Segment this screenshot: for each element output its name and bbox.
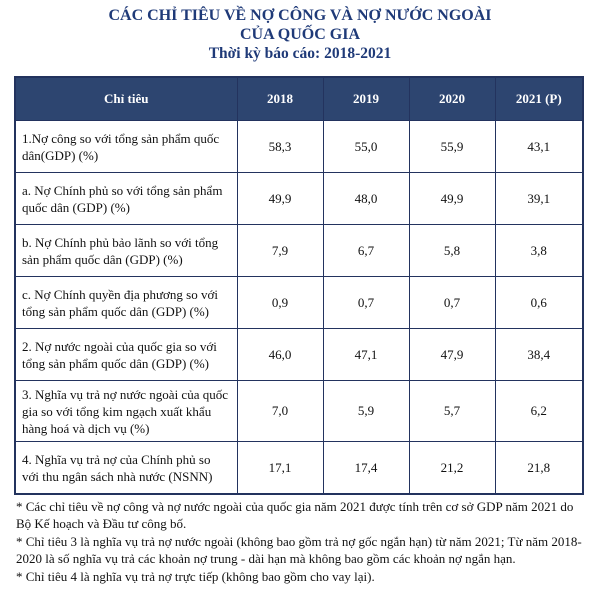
row-label: b. Nợ Chính phủ bảo lãnh so với tổng sản… (14, 224, 238, 277)
cell-value: 7,0 (236, 380, 324, 442)
report-period: Thời kỳ báo cáo: 2018-2021 (208, 45, 392, 62)
cell-value: 17,4 (322, 441, 410, 495)
row-label: 4. Nghĩa vụ trả nợ của Chính phủ so với … (14, 441, 238, 495)
cell-value: 5,7 (408, 380, 496, 442)
footnote: * Chỉ tiêu 3 là nghĩa vụ trả nợ nước ngo… (16, 534, 582, 566)
row-label: 1.Nợ công so với tổng sản phẩm quốc dân(… (14, 120, 238, 173)
cell-value: 5,8 (408, 224, 496, 277)
table-row: b. Nợ Chính phủ bảo lãnh so với tổng sản… (14, 224, 584, 277)
column-header-2021p: 2021 (P) (494, 76, 584, 121)
table-row: c. Nợ Chính quyền địa phương so với tổng… (14, 276, 584, 329)
table-row: 3. Nghĩa vụ trả nợ nước ngoài của quốc g… (14, 380, 584, 442)
cell-value: 0,6 (494, 276, 584, 329)
cell-value: 47,1 (322, 328, 410, 381)
report-title-line2: CỦA QUỐC GIA (239, 26, 360, 43)
cell-value: 7,9 (236, 224, 324, 277)
cell-value: 17,1 (236, 441, 324, 495)
row-label: a. Nợ Chính phủ so với tổng sản phẩm quố… (14, 172, 238, 225)
cell-value: 49,9 (408, 172, 496, 225)
cell-value: 49,9 (236, 172, 324, 225)
table-row: 4. Nghĩa vụ trả nợ của Chính phủ so với … (14, 441, 584, 495)
cell-value: 46,0 (236, 328, 324, 381)
cell-value: 48,0 (322, 172, 410, 225)
cell-value: 55,0 (322, 120, 410, 173)
table-row: a. Nợ Chính phủ so với tổng sản phẩm quố… (14, 172, 584, 225)
footnote: * Các chỉ tiêu về nợ công và nợ nước ngo… (16, 499, 574, 531)
row-label: 2. Nợ nước ngoài của quốc gia so với tổn… (14, 328, 238, 381)
cell-value: 21,8 (494, 441, 584, 495)
debt-indicators-table: Chỉ tiêu 2018 2019 2020 2021 (P) 1.Nợ cô… (14, 76, 584, 495)
cell-value: 0,9 (236, 276, 324, 329)
report-title-line1: CÁC CHỈ TIÊU VỀ NỢ CÔNG VÀ NỢ NƯỚC NGOÀI (108, 7, 492, 24)
cell-value: 43,1 (494, 120, 584, 173)
cell-value: 6,7 (322, 224, 410, 277)
cell-value: 39,1 (494, 172, 584, 225)
table-header-row: Chỉ tiêu 2018 2019 2020 2021 (P) (14, 76, 584, 121)
cell-value: 0,7 (322, 276, 410, 329)
report-header: CÁC CHỈ TIÊU VỀ NỢ CÔNG VÀ NỢ NƯỚC NGOÀI… (0, 6, 600, 63)
footnote: * Chỉ tiêu 4 là nghĩa vụ trả nợ trực tiế… (16, 569, 375, 584)
row-label: 3. Nghĩa vụ trả nợ nước ngoài của quốc g… (14, 380, 238, 442)
cell-value: 5,9 (322, 380, 410, 442)
table-row: 2. Nợ nước ngoài của quốc gia so với tổn… (14, 328, 584, 381)
column-header-2020: 2020 (408, 76, 496, 121)
cell-value: 38,4 (494, 328, 584, 381)
cell-value: 58,3 (236, 120, 324, 173)
column-header-2019: 2019 (322, 76, 410, 121)
cell-value: 3,8 (494, 224, 584, 277)
cell-value: 55,9 (408, 120, 496, 173)
row-label: c. Nợ Chính quyền địa phương so với tổng… (14, 276, 238, 329)
cell-value: 0,7 (408, 276, 496, 329)
cell-value: 21,2 (408, 441, 496, 495)
cell-value: 6,2 (494, 380, 584, 442)
cell-value: 47,9 (408, 328, 496, 381)
table-row: 1.Nợ công so với tổng sản phẩm quốc dân(… (14, 120, 584, 173)
column-header-2018: 2018 (236, 76, 324, 121)
column-header-indicator: Chỉ tiêu (14, 76, 238, 121)
footnotes: * Các chỉ tiêu về nợ công và nợ nước ngo… (16, 498, 588, 586)
